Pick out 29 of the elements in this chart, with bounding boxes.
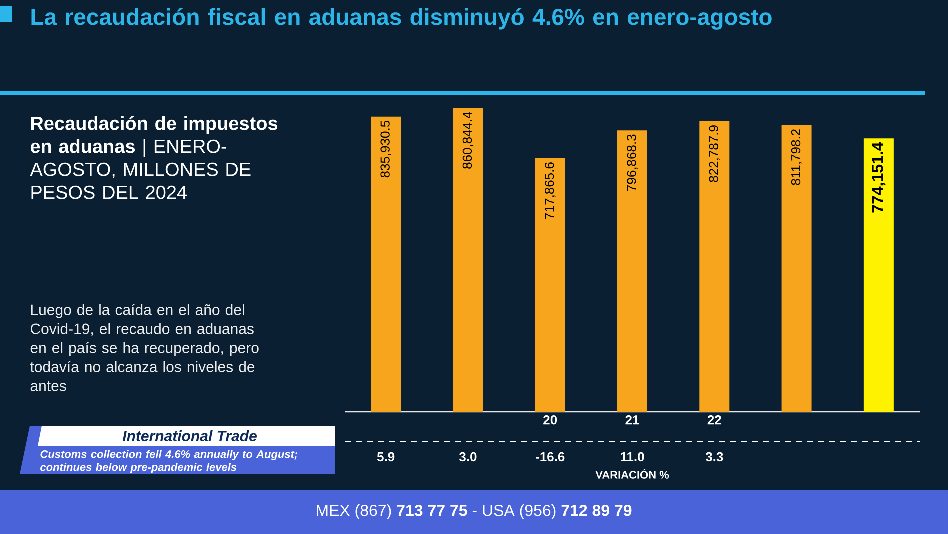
text: -16.6 (536, 452, 565, 462)
text: MEX (867) 713 77 75 - USA (956) 712 89 79 (317, 504, 632, 520)
text: 11.0 (621, 452, 644, 462)
bar (618, 130, 648, 412)
bar (700, 122, 730, 412)
bar (782, 125, 812, 412)
bar (535, 158, 566, 412)
data-label: 860,844.4 (462, 112, 474, 169)
bar (864, 138, 894, 412)
text: VARIACIÓN % (596, 469, 670, 479)
x-tick-label: 21 (626, 416, 640, 425)
text: 3.0 (459, 452, 477, 462)
chart-title: La recaudación fiscal en aduanas disminuyó 4.6% en enero-agosto (32, 8, 772, 30)
data-label: 835,930.5 (380, 120, 392, 178)
bar (371, 116, 402, 412)
text: International Trade (122, 430, 257, 442)
text: 3.3 (706, 452, 724, 462)
data-label: 811,798.2 (791, 130, 802, 186)
text: Recaudación de impuestos en aduanas | ENERO-AGOSTO, MILLONES DE PESOS DEL 2024 (30, 116, 278, 200)
text: Luego de la caída en el año del Covid-19, el recaudo en aduanas en el país se ha recuperado, pero todavía no alcanza los niveles de antes (30, 304, 259, 392)
data-label: 774,151.4 (872, 142, 886, 213)
bar (453, 108, 484, 412)
text: 5.9 (377, 452, 395, 462)
data-label: 796,868.3 (627, 134, 638, 192)
text: Customs collection fell 4.6% annually to August; continues below pre-pandemic levels (40, 450, 298, 474)
data-label: 822,787.9 (709, 126, 720, 182)
data-label: 717,865.6 (544, 162, 556, 220)
x-tick-label: 22 (708, 416, 722, 425)
x-tick-label: 20 (544, 416, 558, 425)
